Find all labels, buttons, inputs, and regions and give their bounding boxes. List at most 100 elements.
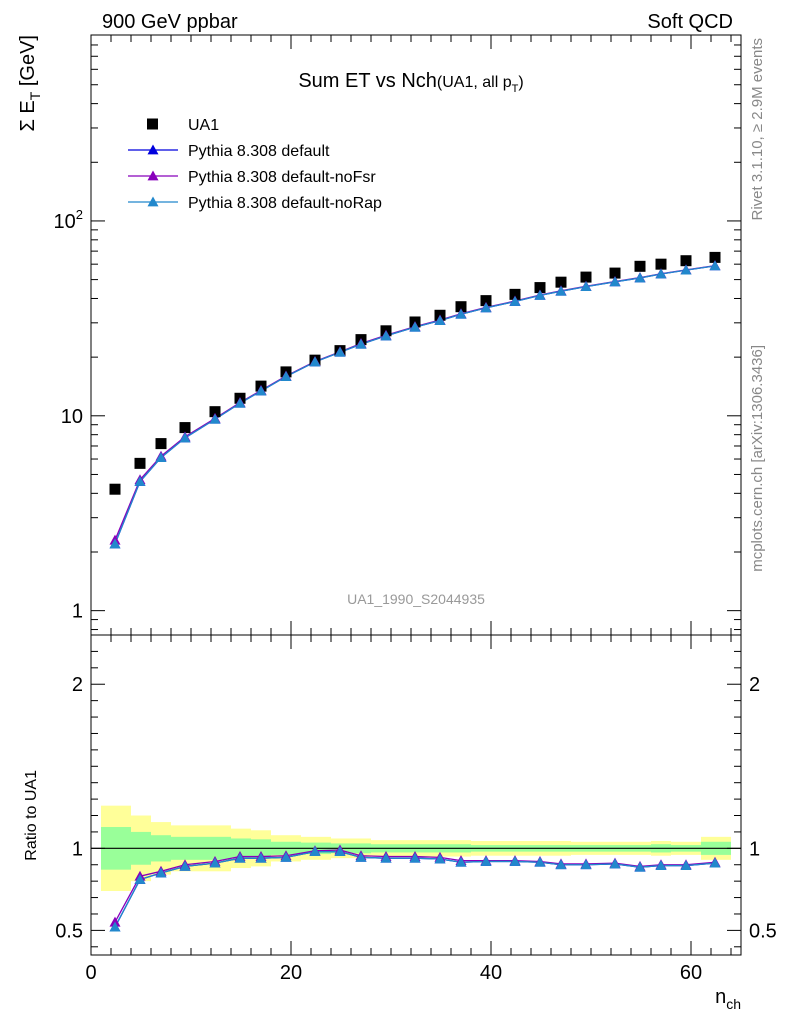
main-ytick-label: 1 bbox=[72, 601, 83, 623]
mc-point-3 bbox=[680, 264, 692, 275]
mc-point-3 bbox=[179, 432, 191, 443]
ua1-point bbox=[655, 258, 667, 270]
rivet-label: Rivet 3.1.10, ≥ 2.9M events bbox=[749, 38, 766, 221]
analysis-watermark: UA1_1990_S2044935 bbox=[347, 591, 485, 607]
main-ylabel: Σ ET [GeV] bbox=[17, 35, 43, 132]
ua1-point bbox=[179, 422, 191, 434]
mc-point-3 bbox=[455, 308, 467, 319]
ua1-point bbox=[155, 438, 167, 450]
ratio-point-2 bbox=[434, 853, 446, 864]
main-ytick-label: 102 bbox=[54, 207, 83, 233]
legend-marker-ua1 bbox=[147, 118, 158, 130]
header-right: Soft QCD bbox=[647, 11, 733, 33]
mc-point-3 bbox=[580, 281, 592, 292]
ratio-xlabel: nch bbox=[715, 986, 741, 1012]
main-series-layer bbox=[109, 251, 721, 549]
ratio-ytick-label-left: 1 bbox=[72, 838, 83, 860]
ratio-point-2 bbox=[555, 859, 567, 870]
ratio-point-2 bbox=[255, 852, 267, 863]
ratio-point-2 bbox=[380, 852, 392, 863]
mc-point-3 bbox=[434, 315, 446, 326]
mc-point-3 bbox=[534, 289, 546, 300]
ratio-ytick-label-left: 0.5 bbox=[55, 920, 83, 942]
ratio-point-2 bbox=[580, 859, 592, 870]
ratio-point-2 bbox=[209, 857, 221, 868]
ua1-point bbox=[634, 260, 646, 272]
ratio-plot-frame bbox=[90, 634, 742, 956]
ua1-point bbox=[534, 282, 546, 294]
mc-point-3 bbox=[134, 476, 146, 486]
legend-label: Pythia 8.308 default bbox=[188, 143, 330, 160]
mc-point-3 bbox=[255, 385, 267, 396]
mc-point-3 bbox=[280, 371, 292, 381]
mc-point-3 bbox=[634, 272, 646, 283]
ratio-point-2 bbox=[634, 861, 646, 872]
main-line-1 bbox=[114, 265, 716, 545]
legend-label: Pythia 8.308 default-noRap bbox=[188, 195, 382, 212]
main-ylabel-unit: [GeV] bbox=[17, 35, 39, 92]
ua1-point bbox=[555, 276, 567, 288]
ratio-ylabel: Ratio to UA1 bbox=[23, 770, 40, 861]
ratio-point-2 bbox=[134, 874, 146, 884]
ratio-ytick-label-right: 2 bbox=[749, 674, 760, 696]
main-title-suffix-end: ) bbox=[518, 74, 523, 91]
mc-point-3 bbox=[709, 260, 721, 271]
legend-marker bbox=[147, 196, 159, 207]
ratio-xtick-label: 60 bbox=[680, 962, 702, 984]
legend-label: UA1 bbox=[188, 117, 219, 134]
mc-point-3 bbox=[509, 295, 521, 306]
mc-point-3 bbox=[655, 268, 667, 279]
mc-point-3 bbox=[555, 285, 567, 296]
ratio-series-layer bbox=[109, 844, 721, 932]
main-ytick-label: 10 bbox=[61, 406, 83, 428]
main-ylabel-text: Σ E bbox=[17, 100, 39, 131]
ratio-point-2 bbox=[455, 856, 467, 867]
ua1-point bbox=[509, 288, 521, 300]
ratio-point-2 bbox=[409, 852, 421, 863]
ua1-point bbox=[680, 255, 692, 267]
ua1-point bbox=[480, 295, 492, 307]
ua1-point bbox=[109, 483, 121, 495]
mc-point-3 bbox=[355, 338, 367, 349]
ratio-band-layer bbox=[91, 805, 741, 891]
ratio-point-2 bbox=[234, 852, 246, 863]
mc-point-3 bbox=[609, 276, 621, 287]
ratio-point-2 bbox=[609, 858, 621, 869]
ratio-point-2 bbox=[155, 867, 167, 878]
ratio-xtick-label: 40 bbox=[480, 962, 502, 984]
ua1-point bbox=[134, 457, 146, 469]
ratio-ytick-label-right: 1 bbox=[749, 838, 760, 860]
mc-point-3 bbox=[480, 302, 492, 313]
main-title: Sum ET vs Nch(UA1, all pT) bbox=[298, 70, 523, 95]
main-title-suffix-sub: T bbox=[512, 83, 519, 95]
legend-marker bbox=[147, 144, 159, 155]
main-line-2 bbox=[114, 264, 716, 541]
main-axis-ticks: 1 10 102 bbox=[54, 34, 741, 635]
ratio-xlabel-sub: ch bbox=[726, 996, 741, 1012]
mc-point-3 bbox=[409, 321, 421, 332]
mc-point-3 bbox=[234, 397, 246, 408]
ratio-point-2 bbox=[280, 851, 292, 862]
ratio-ytick-label-left: 2 bbox=[72, 674, 83, 696]
ua1-point bbox=[580, 271, 592, 283]
ua1-point bbox=[709, 251, 721, 263]
ratio-point-2 bbox=[709, 857, 721, 868]
ratio-point-2 bbox=[109, 921, 121, 932]
mc-point-3 bbox=[309, 356, 321, 367]
header-left: 900 GeV ppbar bbox=[102, 11, 238, 33]
ua1-point bbox=[609, 267, 621, 279]
legend-marker bbox=[147, 170, 159, 181]
mc-point-3 bbox=[209, 413, 221, 424]
ua1-point bbox=[455, 301, 467, 313]
ratio-point-2 bbox=[655, 860, 667, 870]
ratio-ytick-label-right: 0.5 bbox=[749, 920, 777, 942]
main-line-3 bbox=[114, 265, 716, 545]
mc-point-3 bbox=[380, 330, 392, 341]
ratio-point-2 bbox=[355, 851, 367, 862]
ratio-point-2 bbox=[480, 855, 492, 866]
main-title-text: Sum ET vs Nch bbox=[298, 70, 437, 92]
mc-point-3 bbox=[155, 452, 167, 463]
ratio-xlabel-text: n bbox=[715, 986, 726, 1008]
ratio-xtick-label: 20 bbox=[280, 962, 302, 984]
